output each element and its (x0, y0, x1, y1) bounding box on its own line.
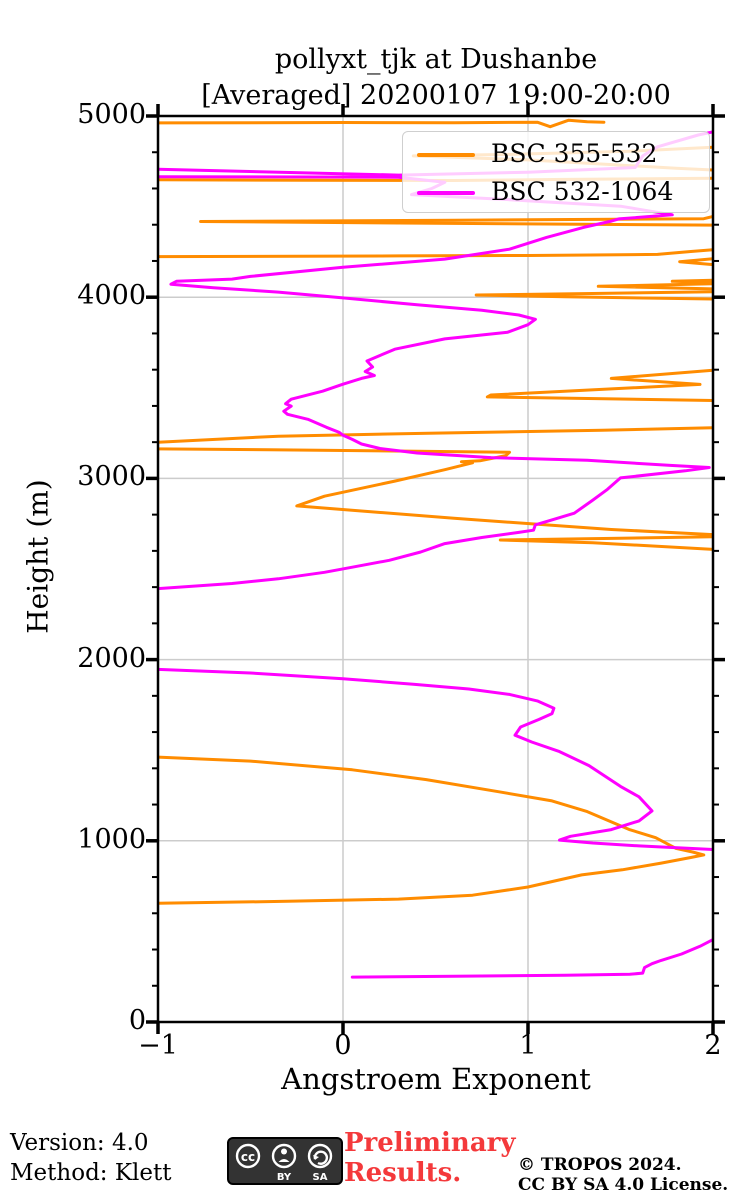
copyright-text-line2: CC BY SA 4.0 License. (518, 1175, 729, 1195)
cc-icon: cc (235, 1143, 261, 1169)
y-tick-label: 4000 (77, 280, 146, 312)
y-tick-label: 2000 (77, 642, 146, 674)
preliminary-results-text-line2: Results. (344, 1158, 462, 1188)
legend-entry: BSC 532-1064 (403, 172, 709, 212)
legend-line-sample-magenta (417, 191, 475, 195)
chart-title-line1: pollyxt_tjk at Dushanbe (274, 44, 598, 75)
x-axis-label: Angstroem Exponent (281, 1062, 591, 1096)
legend-entry: BSC 355-532 (403, 134, 709, 174)
x-tick-label: 1 (519, 1030, 537, 1061)
svg-text:SA: SA (313, 1172, 328, 1183)
svg-text:BY: BY (277, 1172, 292, 1183)
version-text: Version: 4.0 (10, 1130, 149, 1156)
x-tick-label: 0 (334, 1030, 352, 1061)
y-axis-label: Height (m) (21, 479, 55, 634)
legend-box: BSC 355-532 BSC 532-1064 (402, 131, 710, 213)
sa-arrow-icon (307, 1143, 333, 1169)
chart-title-line2: [Averaged] 20200107 19:00-20:00 (201, 80, 671, 111)
x-tick-label: 2 (704, 1030, 722, 1061)
y-tick-label: 1000 (77, 823, 146, 855)
legend-label: BSC 355-532 (491, 139, 658, 168)
y-tick-label: 0 (128, 1005, 146, 1036)
by-person-icon (271, 1143, 297, 1169)
svg-text:cc: cc (241, 1150, 255, 1164)
legend-line-sample-orange (417, 153, 475, 157)
cc-by-sa-badge: cc BY SA (227, 1137, 343, 1185)
legend-label: BSC 532-1064 (491, 177, 674, 206)
y-tick-label: 3000 (77, 461, 146, 493)
preliminary-results-text-line1: Preliminary (344, 1128, 516, 1158)
x-tick-label: −1 (138, 1030, 178, 1061)
copyright-text-line1: © TROPOS 2024. (518, 1155, 682, 1175)
y-tick-label: 5000 (77, 99, 146, 130)
method-text: Method: Klett (10, 1160, 172, 1186)
